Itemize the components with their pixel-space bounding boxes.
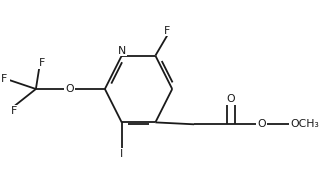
Text: N: N [118, 46, 126, 56]
Text: F: F [1, 74, 7, 84]
Text: I: I [120, 149, 123, 159]
Text: O: O [227, 94, 235, 104]
Text: F: F [164, 26, 170, 36]
Text: O: O [65, 84, 74, 94]
Text: F: F [11, 106, 17, 116]
Text: F: F [39, 58, 45, 68]
Text: OCH₃: OCH₃ [290, 119, 319, 129]
Text: O: O [257, 119, 266, 129]
